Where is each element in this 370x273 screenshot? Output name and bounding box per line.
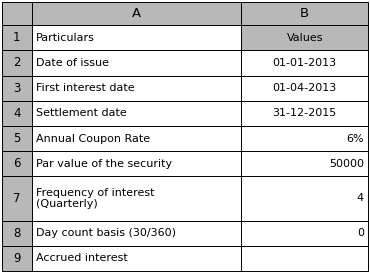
Bar xyxy=(32,2,241,25)
Text: B: B xyxy=(300,7,309,20)
Bar xyxy=(32,50,241,76)
Text: 6%: 6% xyxy=(346,133,364,144)
Text: 1: 1 xyxy=(13,31,21,44)
Bar xyxy=(2,126,32,151)
Text: First interest date: First interest date xyxy=(36,83,134,93)
Bar xyxy=(2,151,32,176)
Text: 9: 9 xyxy=(13,252,21,265)
Text: Values: Values xyxy=(286,33,323,43)
Text: Date of issue: Date of issue xyxy=(36,58,109,68)
Text: Settlement date: Settlement date xyxy=(36,108,127,118)
Text: 5: 5 xyxy=(13,132,20,145)
Bar xyxy=(241,176,368,221)
Bar xyxy=(241,2,368,25)
Text: 8: 8 xyxy=(13,227,20,240)
Bar xyxy=(241,101,368,126)
Text: A: A xyxy=(132,7,141,20)
Text: Accrued interest: Accrued interest xyxy=(36,253,127,263)
Bar xyxy=(2,246,32,271)
Bar xyxy=(2,25,32,50)
Text: 01-01-2013: 01-01-2013 xyxy=(273,58,337,68)
Text: 6: 6 xyxy=(13,157,21,170)
Text: 0: 0 xyxy=(357,228,364,238)
Text: Day count basis (30/360): Day count basis (30/360) xyxy=(36,228,176,238)
Bar xyxy=(241,25,368,50)
Bar xyxy=(32,151,241,176)
Text: Particulars: Particulars xyxy=(36,33,95,43)
Bar xyxy=(241,76,368,101)
Bar xyxy=(2,76,32,101)
Text: 50000: 50000 xyxy=(329,159,364,169)
Bar xyxy=(32,101,241,126)
Bar xyxy=(32,221,241,246)
Bar xyxy=(32,126,241,151)
Bar xyxy=(241,221,368,246)
Bar xyxy=(32,176,241,221)
Bar xyxy=(241,246,368,271)
Text: Frequency of interest
(Quarterly): Frequency of interest (Quarterly) xyxy=(36,188,154,209)
Bar xyxy=(2,176,32,221)
Bar xyxy=(2,50,32,76)
Bar xyxy=(32,246,241,271)
Text: Annual Coupon Rate: Annual Coupon Rate xyxy=(36,133,150,144)
Bar xyxy=(2,2,32,25)
Text: Par value of the security: Par value of the security xyxy=(36,159,172,169)
Text: 4: 4 xyxy=(13,107,21,120)
Text: 3: 3 xyxy=(13,82,20,95)
Text: 7: 7 xyxy=(13,192,21,205)
Text: 4: 4 xyxy=(357,194,364,203)
Text: 01-04-2013: 01-04-2013 xyxy=(273,83,337,93)
Bar xyxy=(241,126,368,151)
Text: 2: 2 xyxy=(13,57,21,69)
Text: 31-12-2015: 31-12-2015 xyxy=(273,108,337,118)
Bar xyxy=(32,76,241,101)
Bar xyxy=(241,151,368,176)
Bar xyxy=(241,50,368,76)
Bar xyxy=(2,221,32,246)
Bar xyxy=(2,101,32,126)
Bar xyxy=(32,25,241,50)
